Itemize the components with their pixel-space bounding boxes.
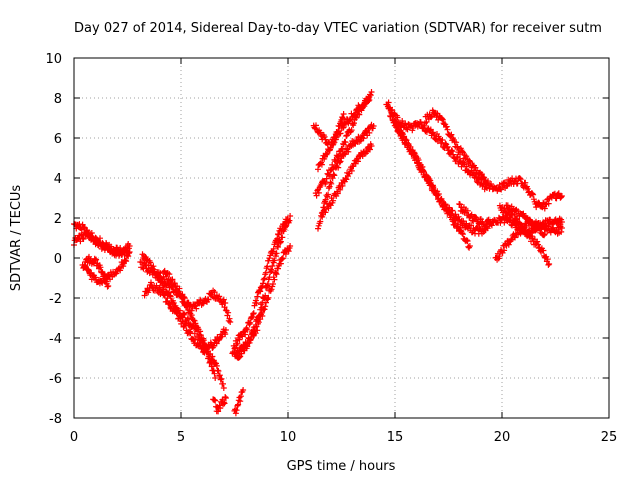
- plus-markers: [229, 216, 291, 357]
- plus-markers: [141, 279, 229, 356]
- series-track-s: [383, 99, 490, 193]
- plus-markers: [503, 202, 548, 239]
- series-track-j: [231, 387, 247, 417]
- series-track-d: [79, 253, 112, 290]
- x-tick-label: 5: [177, 430, 185, 445]
- y-tick-label: 4: [54, 172, 62, 187]
- y-tick-label: 8: [54, 92, 62, 107]
- tick-layer: [73, 57, 610, 419]
- y-tick-label: 6: [54, 132, 62, 147]
- x-axis-label: GPS time / hours: [287, 459, 396, 474]
- series-track-z: [503, 202, 548, 239]
- y-tick-labels: -8 -6 -4 -2 0 2 4 6 8 10: [45, 52, 62, 427]
- plus-markers: [389, 117, 473, 251]
- x-tick-label: 20: [494, 430, 511, 445]
- plus-markers: [422, 107, 565, 212]
- y-tick-label: -2: [49, 292, 62, 307]
- plus-markers: [383, 99, 490, 193]
- chart-title: Day 027 of 2014, Sidereal Day-to-day VTE…: [74, 21, 602, 36]
- plus-markers: [210, 394, 229, 415]
- series-track-r: [319, 141, 375, 220]
- series-track-h: [141, 279, 229, 356]
- plus-markers: [231, 243, 294, 360]
- plus-markers: [231, 387, 247, 417]
- series-track-i: [210, 394, 229, 415]
- series-track-u: [389, 117, 473, 251]
- x-tick-label: 10: [280, 430, 297, 445]
- plus-markers: [79, 253, 112, 290]
- series-track-q: [310, 111, 347, 153]
- data-marks: [71, 89, 565, 417]
- series-track-b: [71, 229, 131, 259]
- series-track-v: [422, 107, 565, 212]
- plot-frame: [73, 57, 610, 419]
- x-tick-label: 0: [70, 430, 78, 445]
- series-track-m: [231, 243, 294, 360]
- x-tick-label: 25: [601, 430, 618, 445]
- y-axis-label: SDTVAR / TECUs: [9, 185, 24, 292]
- plus-markers: [71, 229, 131, 259]
- y-tick-label: -4: [49, 332, 62, 347]
- x-tick-label: 15: [387, 430, 404, 445]
- y-tick-label: 0: [54, 252, 62, 267]
- y-tick-label: 2: [54, 212, 62, 227]
- x-tick-labels: 0 5 10 15 20 25: [70, 430, 617, 445]
- y-tick-label: 10: [45, 52, 62, 67]
- y-tick-label: -8: [49, 412, 62, 427]
- series-track-l: [229, 216, 291, 357]
- y-tick-label: -6: [49, 372, 62, 387]
- plus-markers: [310, 111, 347, 153]
- plus-markers: [319, 141, 375, 220]
